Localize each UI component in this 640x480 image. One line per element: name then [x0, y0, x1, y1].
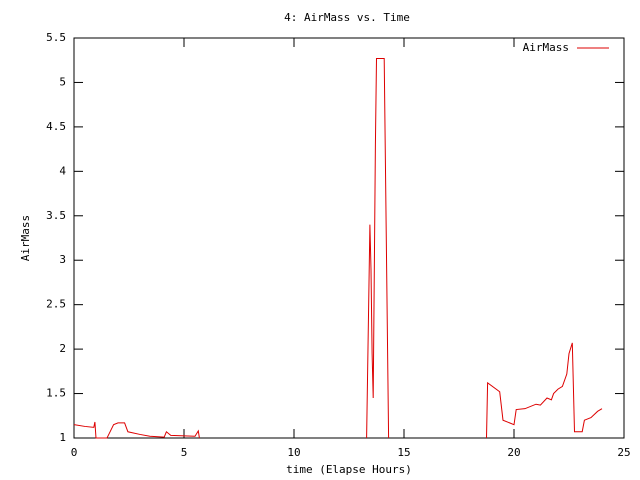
- y-tick-label: 2: [59, 342, 66, 355]
- y-axis-label: AirMass: [19, 215, 32, 261]
- y-tick-label: 4.5: [46, 120, 66, 133]
- y-tick-label: 1: [59, 431, 66, 444]
- x-tick-label: 0: [71, 446, 78, 459]
- plot-frame: [73, 37, 625, 439]
- y-tick-label: 4: [59, 164, 66, 177]
- y-tick-label: 2.5: [46, 298, 66, 311]
- y-tick-label: 5.5: [46, 31, 66, 44]
- x-tick-label: 20: [507, 446, 520, 459]
- y-tick-label: 1.5: [46, 387, 66, 400]
- x-axis-label: time (Elapse Hours): [286, 463, 412, 476]
- y-tick-label: 5: [59, 75, 66, 88]
- y-tick-label: 3: [59, 253, 66, 266]
- x-tick-label: 25: [617, 446, 630, 459]
- x-tick-label: 10: [287, 446, 300, 459]
- chart-title: 4: AirMass vs. Time: [284, 11, 410, 24]
- x-tick-label: 5: [181, 446, 188, 459]
- x-tick-label: 15: [397, 446, 410, 459]
- legend-label: AirMass: [523, 41, 569, 54]
- y-tick-label: 3.5: [46, 209, 66, 222]
- data-line: [73, 57, 603, 439]
